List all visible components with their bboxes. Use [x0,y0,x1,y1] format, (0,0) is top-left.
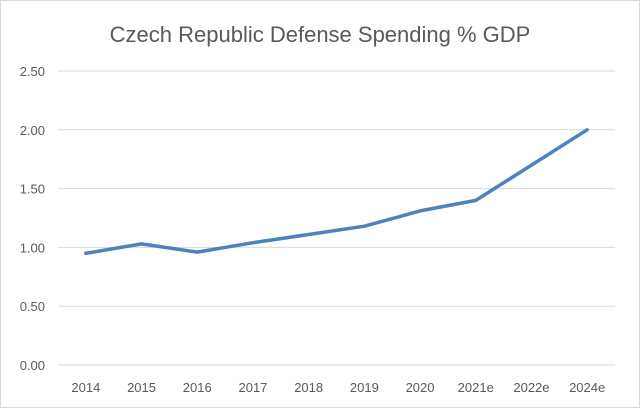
x-tick-label: 2014 [71,380,100,395]
data-point [307,232,311,236]
gridlines [58,70,615,366]
data-point [585,128,589,132]
x-axis-ticks: 2014 2015 2016 2017 2018 2019 2020 2021e 2022e 20… [71,380,605,395]
data-point [474,198,478,202]
y-tick-label: 1.00 [20,240,45,255]
y-axis-ticks: 0.00 0.50 1.00 1.50 2.00 2.50 [20,64,45,373]
x-tick-label: 2017 [238,380,267,395]
data-point [362,224,366,228]
series-line-0 [84,128,589,256]
data-point [195,250,199,254]
data-point [140,242,144,246]
data-point [529,163,533,167]
data-point [251,241,255,245]
data-point [418,209,422,213]
series-layer [84,128,589,256]
y-tick-label: 0.00 [20,358,45,373]
y-tick-label: 0.50 [20,299,45,314]
x-tick-label: 2018 [294,380,323,395]
x-tick-label: 2019 [350,380,379,395]
y-tick-label: 1.50 [20,182,45,197]
x-tick-label: 2024e [569,380,605,395]
chart-title: Czech Republic Defense Spending % GDP [110,22,531,47]
x-tick-label: 2020 [406,380,435,395]
x-tick-label: 2022e [513,380,549,395]
y-tick-label: 2.50 [20,64,45,79]
x-tick-label: 2016 [183,380,212,395]
x-tick-label: 2021e [458,380,494,395]
x-tick-label: 2015 [127,380,156,395]
y-tick-label: 2.00 [20,123,45,138]
data-point [84,251,88,255]
